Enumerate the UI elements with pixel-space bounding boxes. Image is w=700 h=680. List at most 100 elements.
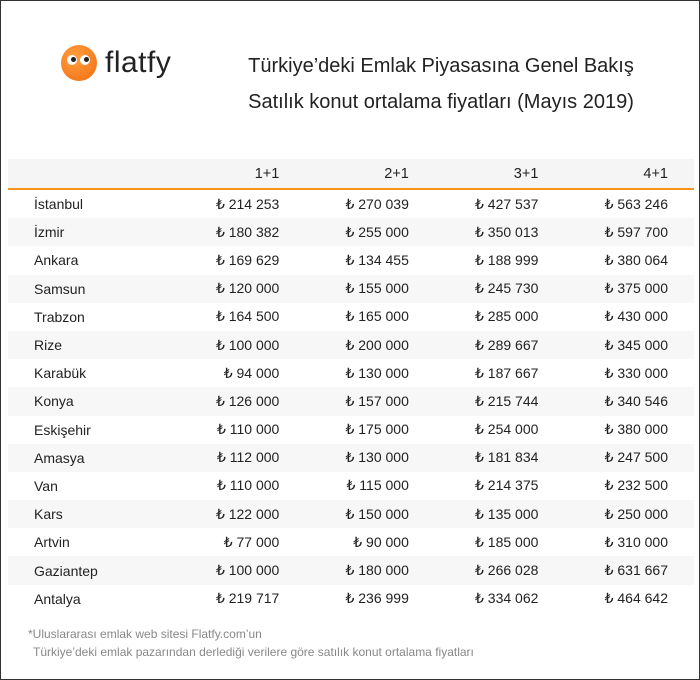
price-cell: ₺ 214 375 xyxy=(475,477,539,494)
column-header: 1+1 xyxy=(175,159,306,190)
price-cell: ₺ 112 000 xyxy=(175,443,306,472)
city-name: Amasya xyxy=(8,443,176,472)
price-cell: ₺ 236 999 xyxy=(345,590,409,607)
price-cell: ₺ 380 000 xyxy=(604,421,668,438)
table-row: Karabük ₺ 94 000 ₺ 130 000 ₺ 187 667 ₺ 330 0… xyxy=(8,359,694,387)
price-cell: ₺ 155 000 xyxy=(305,274,435,303)
table-row: Gaziantep ₺ 100 000 ₺ 180 000 ₺ 266 028 ₺ 63… xyxy=(8,556,694,585)
price-cell: ₺ 631 667 xyxy=(564,556,694,585)
price-cell: ₺ 375 000 xyxy=(564,274,694,303)
page-title: Türkiye’deki Emlak Piyasasına Genel Bakı… xyxy=(248,55,634,77)
price-cell: ₺ 247 500 xyxy=(564,443,694,472)
city-name: İstanbul xyxy=(34,196,84,213)
price-cell: ₺ 187 667 xyxy=(475,364,539,381)
table-row: Ankara ₺ 169 629 ₺ 134 455 ₺ 188 999 ₺ 380 0… xyxy=(8,246,694,274)
table-row: Artvin ₺ 77 000 ₺ 90 000 ₺ 185 000 ₺ 310 000 xyxy=(8,528,694,556)
city-name: Karabük xyxy=(34,365,87,382)
city-name: Trabzon xyxy=(34,308,85,325)
price-cell: ₺ 266 028 xyxy=(434,556,565,585)
price-cell: ₺ 270 039 xyxy=(345,195,409,212)
table-row: Trabzon ₺ 164 500 ₺ 165 000 ₺ 285 000 ₺ 430 … xyxy=(8,303,694,331)
table-row: Samsun ₺ 120 000 ₺ 155 000 ₺ 245 730 ₺ 375 0… xyxy=(8,274,694,303)
price-cell: ₺ 330 000 xyxy=(604,364,668,381)
table-row: Antalya ₺ 219 717 ₺ 236 999 ₺ 334 062 ₺ 464 … xyxy=(8,585,694,613)
price-cell: ₺ 188 999 xyxy=(475,251,539,268)
price-cell: ₺ 164 500 xyxy=(215,308,280,325)
price-cell: ₺ 180 382 xyxy=(175,218,306,247)
price-cell: ₺ 563 246 xyxy=(604,195,668,212)
table-row: Van ₺ 110 000 ₺ 115 000 ₺ 214 375 ₺ 232 500 xyxy=(8,472,694,500)
city-name: Kars xyxy=(8,500,176,529)
price-cell: ₺ 334 062 xyxy=(475,590,539,607)
price-cell: ₺ 219 717 xyxy=(215,590,280,607)
price-cell: ₺ 130 000 xyxy=(305,443,435,472)
city-name: Eskişehir xyxy=(34,421,91,438)
price-cell: ₺ 254 000 xyxy=(475,421,539,438)
price-cell: ₺ 135 000 xyxy=(434,500,565,529)
price-cell: ₺ 90 000 xyxy=(353,533,409,550)
price-cell: ₺ 122 000 xyxy=(175,500,306,529)
price-cell: ₺ 285 000 xyxy=(475,308,539,325)
price-cell: ₺ 340 546 xyxy=(564,387,694,416)
price-cell: ₺ 175 000 xyxy=(345,421,409,438)
price-cell: ₺ 214 253 xyxy=(215,195,280,212)
column-header xyxy=(8,159,176,190)
city-name: Van xyxy=(34,477,58,494)
price-cell: ₺ 100 000 xyxy=(175,330,306,360)
price-cell: ₺ 245 730 xyxy=(434,274,565,303)
flatfy-logo: flatfy xyxy=(61,45,171,81)
price-cell: ₺ 181 834 xyxy=(434,443,565,472)
price-cell: ₺ 157 000 xyxy=(305,387,435,416)
table-row: Amasya ₺ 112 000 ₺ 130 000 ₺ 181 834 ₺ 247 5… xyxy=(8,443,694,472)
price-cell: ₺ 345 000 xyxy=(564,330,694,360)
brand-name: flatfy xyxy=(105,46,172,79)
price-cell: ₺ 115 000 xyxy=(346,477,409,494)
price-cell: ₺ 165 000 xyxy=(345,308,409,325)
price-cell: ₺ 310 000 xyxy=(604,533,668,550)
price-cell: ₺ 430 000 xyxy=(604,308,668,325)
flatfy-face-icon xyxy=(61,45,97,81)
price-cell: ₺ 200 000 xyxy=(305,330,435,360)
price-table: 1+1 2+1 3+1 4+1 İstanbul ₺ 214 253 ₺ 270 039 ₺… xyxy=(8,159,694,613)
price-cell: ₺ 134 455 xyxy=(345,251,409,268)
table-row: İzmir ₺ 180 382 ₺ 255 000 ₺ 350 013 ₺ 597 70… xyxy=(8,218,694,247)
price-cell: ₺ 110 000 xyxy=(216,421,280,438)
table-row: İstanbul ₺ 214 253 ₺ 270 039 ₺ 427 537 ₺ 563… xyxy=(8,189,694,218)
column-header: 2+1 xyxy=(305,159,435,190)
price-cell: ₺ 289 667 xyxy=(434,330,565,360)
price-cell: ₺ 130 000 xyxy=(345,364,409,381)
city-name: Gaziantep xyxy=(8,556,176,585)
city-name: Samsun xyxy=(8,274,176,303)
price-cell: ₺ 110 000 xyxy=(216,477,280,494)
price-cell: ₺ 77 000 xyxy=(223,533,280,550)
price-cell: ₺ 232 500 xyxy=(604,477,668,494)
city-name: Konya xyxy=(8,387,176,416)
footnote-line-2: Türkiye’deki emlak pazarından derlediği … xyxy=(33,645,474,659)
price-cell: ₺ 427 537 xyxy=(475,195,539,212)
city-name: Artvin xyxy=(34,534,70,551)
column-header: 3+1 xyxy=(434,159,565,190)
city-name: Antalya xyxy=(34,590,81,607)
table-header-row: 1+1 2+1 3+1 4+1 xyxy=(8,159,694,190)
price-cell: ₺ 150 000 xyxy=(305,500,435,529)
price-cell: ₺ 350 013 xyxy=(434,218,565,247)
price-cell: ₺ 169 629 xyxy=(215,251,280,268)
price-cell: ₺ 250 000 xyxy=(564,500,694,529)
price-cell: ₺ 94 000 xyxy=(223,364,280,381)
city-name: İzmir xyxy=(8,218,176,247)
price-cell: ₺ 464 642 xyxy=(604,590,668,607)
table-row: Eskişehir ₺ 110 000 ₺ 175 000 ₺ 254 000 ₺ 38… xyxy=(8,416,694,444)
price-cell: ₺ 180 000 xyxy=(305,556,435,585)
table-row: Kars ₺ 122 000 ₺ 150 000 ₺ 135 000 ₺ 250 000 xyxy=(8,500,694,529)
price-cell: ₺ 126 000 xyxy=(175,387,306,416)
price-cell: ₺ 215 744 xyxy=(434,387,565,416)
table-row: Konya ₺ 126 000 ₺ 157 000 ₺ 215 744 ₺ 340 54… xyxy=(8,387,694,416)
price-cell: ₺ 120 000 xyxy=(175,274,306,303)
footnote-line-1: *Uluslararası emlak web sitesi Flatfy.co… xyxy=(28,627,262,641)
price-cell: ₺ 185 000 xyxy=(475,533,539,550)
city-name: Rize xyxy=(8,330,176,360)
page-subtitle: Satılık konut ortalama fiyatları (Mayıs … xyxy=(248,91,634,113)
price-cell: ₺ 255 000 xyxy=(305,218,435,247)
price-cell: ₺ 380 064 xyxy=(604,251,668,268)
